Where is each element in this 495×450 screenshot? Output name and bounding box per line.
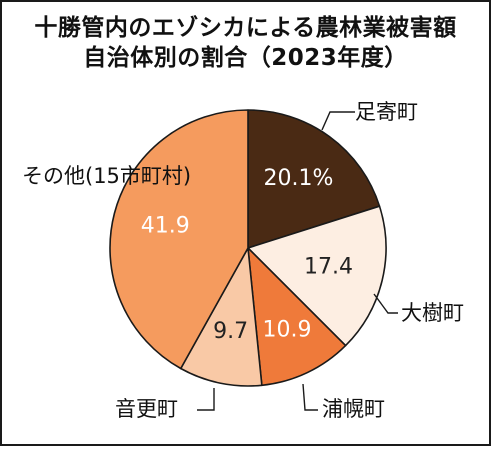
pie-slice-4	[109, 109, 249, 370]
chart-title-line-2: 自治体別の割合（2023年度）	[83, 45, 408, 71]
pie-slice-2	[247, 247, 347, 387]
leader-line-2	[302, 383, 318, 411]
leader-line-1	[373, 293, 398, 314]
pie-slices	[109, 109, 387, 387]
leader-lines	[197, 111, 398, 411]
slice-value-label-2: 10.9	[263, 317, 312, 342]
slice-category-label-4: その他(15市町村)	[22, 164, 191, 188]
slice-category-label-2: 浦幌町	[322, 397, 385, 421]
slice-value-label-0: 20.1%	[264, 166, 334, 191]
slice-value-label-3: 9.7	[213, 319, 248, 344]
slice-value-label-4: 41.9	[141, 214, 190, 239]
slice-category-label-3: 音更町	[115, 397, 178, 421]
pie-slice-0	[247, 109, 381, 249]
slice-category-label-0: 足寄町	[355, 100, 418, 124]
pie-slice-1	[247, 205, 387, 347]
leader-line-3	[197, 388, 215, 411]
pie-slice-3	[179, 247, 263, 387]
slice-category-label-1: 大樹町	[401, 301, 464, 325]
pie-labels: 20.1% 足寄町 17.4 大樹町 10.9 浦幌町 9.7 音更町 41.9 その他(15市町…	[22, 100, 464, 421]
leader-line-0	[321, 111, 355, 131]
slice-value-label-1: 17.4	[304, 255, 353, 280]
chart-title-line-1: 十勝管内のエゾシカによる農林業被害額	[34, 15, 457, 41]
